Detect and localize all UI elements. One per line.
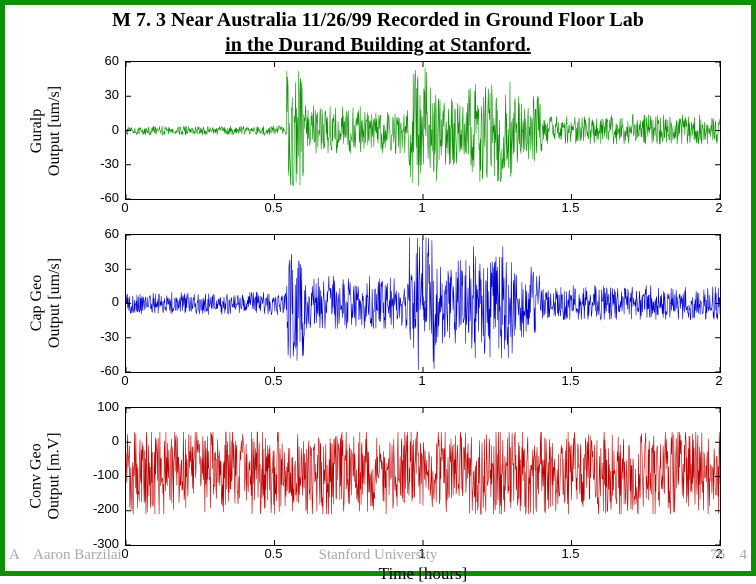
- xtick-label: 1.5: [551, 373, 591, 388]
- ytick-label: 30: [85, 87, 119, 102]
- ytick-label: 60: [85, 226, 119, 241]
- ytick-label: -200: [85, 501, 119, 516]
- xtick-label: 0: [105, 373, 145, 388]
- ytick-label: 30: [85, 260, 119, 275]
- y-axis-label-2: Conv Geo Output [m.V]: [28, 433, 64, 520]
- plot-area: Guralp Output [um/s]-60-300306000.511.52…: [5, 61, 751, 541]
- panel-1: Cap Geo Output [um/s]-60-300306000.511.5…: [125, 234, 721, 373]
- slide-frame: M 7. 3 Near Australia 11/26/99 Recorded …: [0, 0, 756, 576]
- plot-box-2: [125, 407, 721, 546]
- xtick-label: 1.5: [551, 200, 591, 215]
- xtick-label: 2: [699, 200, 739, 215]
- waveform-1: [126, 235, 720, 372]
- footer-page: 76: [710, 547, 725, 564]
- panel-2: Conv Geo Output [m.V]-300-200-100010000.…: [125, 407, 721, 546]
- xtick-label: 1: [402, 373, 442, 388]
- xtick-label: 0.5: [254, 373, 294, 388]
- footer-right-char: 4: [740, 547, 748, 564]
- y-axis-label-0: Guralp Output [um/s]: [28, 85, 64, 175]
- ytick-label: -30: [85, 329, 119, 344]
- y-axis-label-1: Cap Geo Output [um/s]: [28, 258, 64, 348]
- panel-0: Guralp Output [um/s]-60-300306000.511.52: [125, 61, 721, 200]
- xtick-label: 1: [402, 200, 442, 215]
- waveform-0: [126, 62, 720, 199]
- ytick-label: 0: [85, 122, 119, 137]
- title-line-1: M 7. 3 Near Australia 11/26/99 Recorded …: [5, 5, 751, 32]
- plot-box-1: [125, 234, 721, 373]
- ytick-label: 0: [85, 433, 119, 448]
- ytick-label: -30: [85, 156, 119, 171]
- ytick-label: 60: [85, 53, 119, 68]
- plot-box-0: [125, 61, 721, 200]
- xtick-label: 2: [699, 373, 739, 388]
- ytick-label: 0: [85, 294, 119, 309]
- xtick-label: 0: [105, 200, 145, 215]
- ytick-label: 100: [85, 399, 119, 414]
- xtick-label: 0.5: [254, 200, 294, 215]
- ytick-label: -100: [85, 467, 119, 482]
- waveform-2: [126, 408, 720, 545]
- footer: A Aaron Barzilai Stanford University 76 …: [5, 547, 751, 569]
- footer-affiliation: Stanford University: [5, 547, 751, 564]
